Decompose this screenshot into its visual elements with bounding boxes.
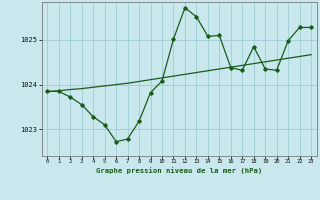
- X-axis label: Graphe pression niveau de la mer (hPa): Graphe pression niveau de la mer (hPa): [96, 167, 262, 174]
